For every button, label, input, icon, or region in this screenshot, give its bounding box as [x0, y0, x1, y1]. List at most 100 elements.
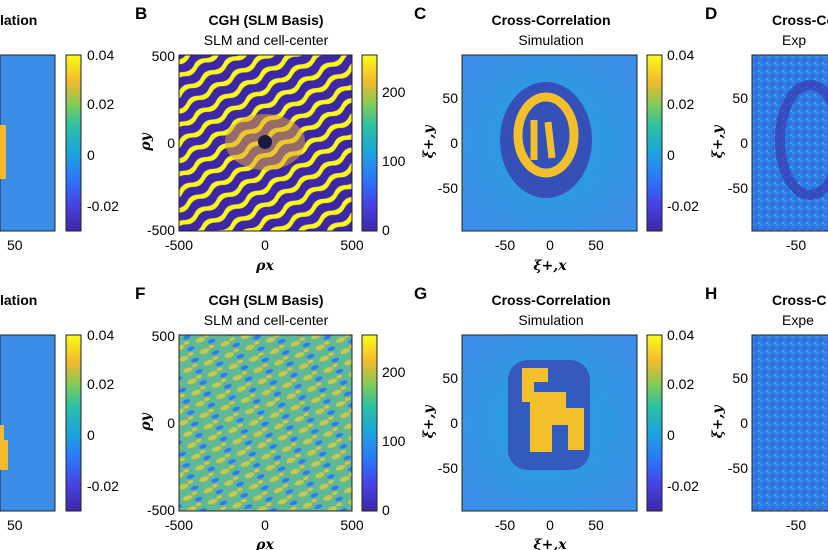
panel-f-image	[178, 334, 353, 512]
panel-e-cbar-tick-2: 0.02	[87, 376, 114, 392]
panel-g-colorbar	[646, 334, 663, 512]
panel-b-cbar-tick-2: 100	[382, 153, 406, 169]
panel-b-cbar-tick-3: 0	[382, 222, 390, 238]
panel-label-C: C	[414, 4, 426, 23]
panel-f-xtick-2: 0	[261, 517, 269, 533]
panel-e-cbar-tick-1: 0.04	[87, 327, 114, 343]
panel-e-title: lation	[0, 292, 37, 308]
panel-a-xtick: 50	[7, 237, 23, 253]
panel-d-halo	[775, 80, 828, 200]
panel-d-ytick-3: -50	[728, 180, 748, 196]
panel-g-xtick-3: 50	[588, 517, 604, 533]
panel-h-ytick-1: 50	[732, 370, 748, 386]
panel-f-ytick-1: 500	[152, 328, 176, 344]
panel-c-cbar-tick-1: 0.04	[667, 47, 694, 63]
panel-b-colorbar	[361, 54, 378, 232]
panel-a-image	[0, 54, 56, 232]
panel-c-ytick-2: 0	[450, 135, 458, 151]
panel-g-title: Cross-Correlation	[491, 292, 610, 308]
panel-d-ylabel: ξ+,y	[710, 125, 726, 159]
panel-g-xtick-2: 0	[546, 517, 554, 533]
panel-f-xtick-1: -500	[165, 517, 193, 533]
panel-a-colorbar	[65, 54, 82, 232]
panel-d-title: Cross-Co	[772, 12, 828, 28]
panel-g-shape	[522, 368, 584, 452]
panel-b-xtick-1: -500	[165, 237, 193, 253]
panel-d-ytick-1: 50	[732, 90, 748, 106]
panel-label-G: G	[414, 284, 427, 303]
panel-f-xlabel: ρx	[255, 537, 274, 550]
panel-a-cbar-tick-2: 0.02	[87, 96, 114, 112]
panel-label-B: B	[135, 4, 147, 23]
panel-b-title: CGH (SLM Basis)	[208, 12, 323, 28]
panel-g-xtick-1: -50	[495, 517, 515, 533]
panel-label-H: H	[705, 284, 717, 303]
panel-g-ytick-1: 50	[442, 370, 458, 386]
panel-c-xtick-1: -50	[495, 237, 515, 253]
panel-b-xlabel: ρx	[255, 258, 274, 274]
panel-c-shape-inner	[530, 120, 556, 160]
panel-f-cbar-tick-2: 100	[382, 433, 406, 449]
panel-a-cbar-tick-1: 0.04	[87, 47, 114, 63]
panel-d-ytick-2: 0	[740, 135, 748, 151]
panel-b-center	[258, 135, 272, 149]
panel-e-image	[0, 334, 56, 512]
panel-e-mark	[0, 425, 8, 470]
panel-g-subtitle: Simulation	[518, 312, 583, 328]
panel-b-ylabel: ρy	[138, 132, 154, 151]
panel-c-subtitle: Simulation	[518, 32, 583, 48]
panel-d-xtick: -50	[786, 237, 806, 253]
panel-g-cbar-tick-4: -0.02	[667, 478, 699, 494]
panel-f-colorbar	[361, 334, 378, 512]
panel-e-colorbar	[65, 334, 82, 512]
panel-c-xtick-3: 50	[588, 237, 604, 253]
panel-c-title: Cross-Correlation	[491, 12, 610, 28]
panel-h-image	[751, 334, 828, 512]
panel-a-cbar-tick-3: 0	[87, 147, 95, 163]
panel-c-cbar-tick-4: -0.02	[667, 198, 699, 214]
panel-g-ylabel: ξ+,y	[421, 405, 437, 439]
panel-g-xlabel: ξ+,x	[533, 537, 567, 550]
panel-g-cbar-tick-2: 0.02	[667, 376, 694, 392]
panel-b-subtitle: SLM and cell-center	[204, 32, 329, 48]
panel-h-ytick-2: 0	[740, 415, 748, 431]
panel-g-cbar-tick-1: 0.04	[667, 327, 694, 343]
panel-h-ytick-3: -50	[728, 460, 748, 476]
panel-label-F: F	[135, 284, 145, 303]
panel-h-title: Cross-C	[772, 292, 826, 308]
panel-f-title: CGH (SLM Basis)	[208, 292, 323, 308]
panel-g-ytick-3: -50	[438, 460, 458, 476]
panel-f-subtitle: SLM and cell-center	[204, 312, 329, 328]
panel-h-ylabel: ξ+,y	[710, 405, 726, 439]
panel-e-cbar-tick-3: 0	[87, 427, 95, 443]
panel-c-cbar-tick-2: 0.02	[667, 96, 694, 112]
panel-b-ytick-1: 500	[152, 48, 176, 64]
panel-c-xtick-2: 0	[546, 237, 554, 253]
panel-e-cbar-tick-4: -0.02	[87, 478, 119, 494]
panel-f-ytick-3: -500	[147, 502, 175, 518]
panel-h-xtick: -50	[786, 517, 806, 533]
panel-c-xlabel: ξ+,x	[533, 258, 567, 274]
panel-b-xtick-3: 500	[340, 237, 364, 253]
panel-a-title: lation	[0, 12, 37, 28]
panel-b-xtick-2: 0	[261, 237, 269, 253]
panel-b-cbar-tick-1: 200	[382, 84, 406, 100]
panel-c-ytick-1: 50	[442, 90, 458, 106]
panel-b-ytick-2: 0	[167, 135, 175, 151]
panel-h-subtitle: Expe	[782, 312, 814, 328]
panel-b-ytick-3: -500	[147, 222, 175, 238]
panel-a-mark	[0, 125, 6, 179]
panel-e-xtick: 50	[7, 517, 23, 533]
panel-c-ytick-3: -50	[438, 180, 458, 196]
panel-c-colorbar	[646, 54, 663, 232]
panel-f-ytick-2: 0	[167, 415, 175, 431]
panel-f-cbar-tick-1: 200	[382, 364, 406, 380]
panel-c-ylabel: ξ+,y	[421, 125, 437, 159]
panel-g-cbar-tick-3: 0	[667, 427, 675, 443]
panel-a-cbar-tick-4: -0.02	[87, 198, 119, 214]
panel-c-cbar-tick-3: 0	[667, 147, 675, 163]
panel-f-cbar-tick-3: 0	[382, 502, 390, 518]
panel-f-xtick-3: 500	[340, 517, 364, 533]
panel-label-D: D	[705, 4, 717, 23]
